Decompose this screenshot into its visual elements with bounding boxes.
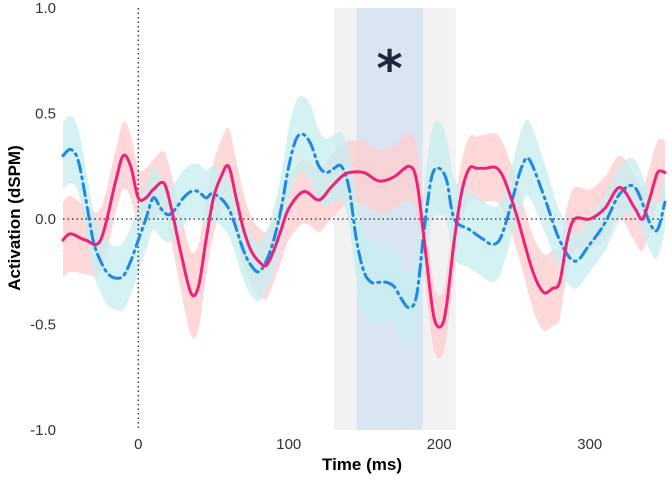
y-tick-label: -0.5 bbox=[30, 317, 56, 334]
dashed-series-band bbox=[63, 96, 665, 344]
y-tick-label: 0.5 bbox=[35, 106, 56, 123]
x-tick-label: 200 bbox=[427, 436, 452, 453]
y-axis-title: Activation (dSPM) bbox=[5, 145, 24, 290]
tick-labels: 0 100 200 300 1.0 0.5 0.0 -0.5 -1.0 bbox=[30, 0, 602, 453]
x-axis-title: Time (ms) bbox=[322, 455, 402, 474]
significance-star: * bbox=[377, 40, 403, 98]
solid-series-line bbox=[61, 153, 667, 329]
x-tick-label: 300 bbox=[577, 436, 602, 453]
series-lines bbox=[61, 132, 667, 329]
inner-time-window bbox=[356, 8, 423, 430]
x-tick-label: 0 bbox=[134, 436, 142, 453]
y-tick-label: 1.0 bbox=[35, 0, 56, 17]
significance-windows bbox=[333, 8, 456, 430]
dashed-series-line bbox=[61, 132, 667, 310]
y-tick-label: 0.0 bbox=[35, 211, 56, 228]
x-tick-label: 100 bbox=[276, 436, 301, 453]
y-tick-label: -1.0 bbox=[30, 422, 56, 439]
confidence-bands bbox=[63, 96, 665, 359]
reference-lines bbox=[63, 8, 665, 430]
